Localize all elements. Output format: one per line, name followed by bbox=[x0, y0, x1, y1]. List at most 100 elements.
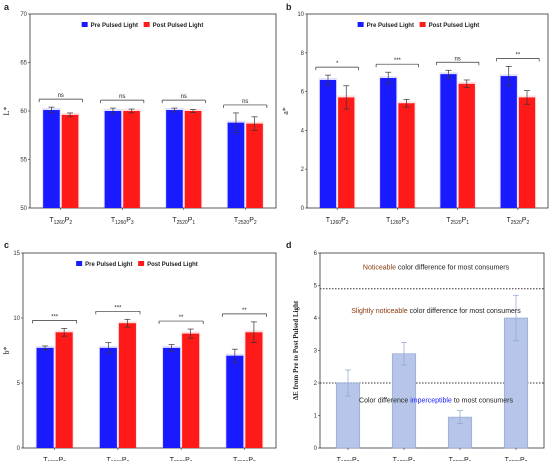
plot-frame bbox=[306, 13, 549, 209]
category-label: T2520P2 bbox=[233, 457, 256, 461]
legend-swatch bbox=[76, 261, 83, 266]
significance-label: ** bbox=[242, 308, 247, 314]
y-tick-label: 50 bbox=[20, 206, 27, 212]
legend-swatch bbox=[81, 22, 88, 27]
bar-post bbox=[245, 332, 263, 448]
y-tick-label: 1 bbox=[314, 414, 318, 420]
category-label: T1260P2 bbox=[43, 457, 66, 461]
y-tick-label: 70 bbox=[20, 12, 27, 18]
legend-label: Post Pulsed Light bbox=[429, 23, 480, 29]
y-axis-label: L* bbox=[2, 107, 11, 116]
panel-b: b 0 2 4 6 8 10 a* * T1260P2 *** T1260P3 ns T2520P1 ** T… bbox=[281, 2, 549, 226]
bar-pre bbox=[380, 78, 397, 209]
category-label: T2520P1 bbox=[449, 457, 472, 461]
bar-post bbox=[398, 103, 415, 208]
legend-label: Post Pulsed Light bbox=[147, 262, 198, 268]
panel-label: c bbox=[4, 240, 9, 250]
significance-label: ** bbox=[179, 315, 184, 321]
y-tick-label: 10 bbox=[297, 12, 304, 18]
bar-pre bbox=[166, 110, 183, 208]
y-tick-label: 4 bbox=[301, 128, 305, 134]
category-label: T1260P3 bbox=[386, 217, 409, 226]
category-label: T1260P2 bbox=[337, 457, 360, 461]
bar-post bbox=[182, 333, 200, 448]
significance-label: ns bbox=[181, 94, 187, 100]
bar-post bbox=[61, 114, 79, 208]
significance-label: * bbox=[336, 61, 339, 67]
annotation: Noticeable color difference for most con… bbox=[363, 264, 510, 271]
y-axis-label: a* bbox=[281, 107, 290, 115]
significance-label: ** bbox=[516, 52, 521, 58]
y-tick-label: 5 bbox=[314, 284, 318, 290]
legend-label: Pre Pulsed Light bbox=[91, 23, 138, 29]
y-tick-label: 3 bbox=[314, 349, 318, 355]
legend-swatch bbox=[419, 22, 426, 27]
y-tick-label: 8 bbox=[301, 51, 305, 57]
significance-label: ns bbox=[119, 94, 125, 100]
bar-pre bbox=[500, 76, 517, 208]
panel-d: d 0 1 2 3 4 5 6 ΔE from Pre to Post Pulsed Light… bbox=[286, 240, 545, 461]
bar-pre bbox=[227, 122, 245, 208]
y-tick-label: 0 bbox=[17, 446, 21, 452]
bar-pre bbox=[99, 347, 117, 448]
bar-pre bbox=[36, 347, 54, 448]
category-label: T1260P3 bbox=[393, 457, 416, 461]
category-label: T1260P2 bbox=[326, 217, 349, 226]
bar-post bbox=[55, 332, 73, 448]
y-tick-label: 6 bbox=[314, 251, 318, 257]
y-tick-label: 15 bbox=[13, 251, 20, 257]
bar-post bbox=[118, 323, 136, 448]
plot-frame bbox=[22, 252, 277, 449]
bar-pre bbox=[440, 74, 457, 208]
legend-label: Pre Pulsed Light bbox=[85, 262, 132, 268]
legend-label: Pre Pulsed Light bbox=[367, 23, 414, 29]
bar-post bbox=[458, 83, 475, 208]
bar-post bbox=[123, 111, 140, 208]
panel-a: a 50 55 60 65 70 L* ns T1260P2 ns T1260P3 ns T2520P1… bbox=[2, 2, 277, 226]
significance-label: ns bbox=[242, 99, 248, 105]
bar-pre bbox=[104, 111, 122, 208]
panel-label: b bbox=[286, 2, 292, 12]
bar-pre bbox=[163, 347, 181, 448]
significance-label: *** bbox=[114, 305, 122, 311]
significance-label: *** bbox=[51, 314, 59, 320]
legend-swatch bbox=[138, 261, 145, 266]
bar-pre bbox=[43, 110, 60, 208]
y-axis-label: ΔE from Pre to Post Pulsed Light bbox=[292, 300, 300, 400]
category-label: T1260P2 bbox=[49, 217, 72, 226]
significance-label: *** bbox=[394, 58, 402, 64]
category-label: T1260P3 bbox=[106, 457, 129, 461]
y-tick-label: 2 bbox=[314, 381, 318, 387]
bar-post bbox=[246, 123, 263, 208]
category-label: T2520P2 bbox=[234, 217, 257, 226]
y-tick-label: 65 bbox=[20, 61, 27, 67]
category-label: T2520P2 bbox=[505, 457, 528, 461]
y-tick-label: 6 bbox=[301, 90, 305, 96]
category-label: T2520P1 bbox=[172, 217, 195, 226]
category-label: T2520P1 bbox=[446, 217, 469, 226]
y-tick-label: 4 bbox=[314, 316, 318, 322]
y-tick-label: 60 bbox=[20, 109, 27, 115]
panel-label: d bbox=[286, 240, 292, 250]
category-label: T2520P2 bbox=[506, 217, 529, 226]
bar-post bbox=[184, 111, 202, 208]
significance-label: ns bbox=[58, 93, 64, 99]
y-tick-label: 0 bbox=[314, 446, 318, 452]
bar-pre bbox=[319, 79, 337, 209]
annotation: Slightly noticeable color difference for… bbox=[351, 308, 521, 315]
bar-pre bbox=[226, 355, 244, 448]
y-tick-label: 2 bbox=[301, 167, 305, 173]
annotation: Color difference imperceptible to most c… bbox=[359, 398, 513, 405]
y-tick-label: 0 bbox=[301, 206, 305, 212]
y-tick-label: 5 bbox=[17, 381, 21, 387]
legend-label: Post Pulsed Light bbox=[153, 23, 204, 29]
panel-c: c 0 5 10 15 b* *** T1260P2 *** T1260P3 ** T2520P1 **… bbox=[2, 240, 277, 461]
category-label: T1260P3 bbox=[111, 217, 134, 226]
category-label: T2520P1 bbox=[170, 457, 193, 461]
bar-post bbox=[338, 97, 355, 208]
bar-post bbox=[518, 97, 536, 208]
y-axis-label: b* bbox=[2, 347, 11, 355]
y-tick-label: 55 bbox=[20, 158, 27, 164]
panel-label: a bbox=[4, 2, 10, 12]
